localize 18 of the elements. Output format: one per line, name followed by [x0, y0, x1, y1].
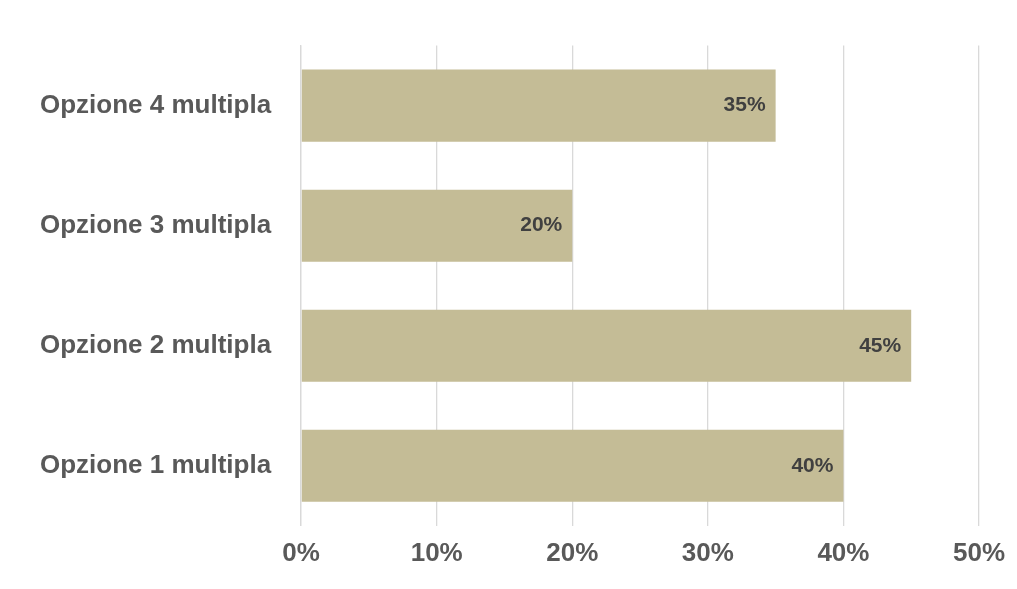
bar	[301, 189, 573, 262]
bar	[301, 429, 844, 502]
x-tick-label: 20%	[546, 536, 599, 567]
x-tick-label: 0%	[282, 536, 320, 567]
data-label: 20%	[520, 212, 563, 236]
x-tick-label: 40%	[817, 536, 870, 567]
x-tick-label: 10%	[410, 536, 463, 567]
y-tick-label: Opzione 3 multipla	[39, 208, 272, 239]
y-tick-label: Opzione 4 multipla	[39, 88, 272, 119]
data-label: 45%	[859, 332, 902, 356]
data-label: 35%	[723, 92, 766, 116]
bar	[301, 69, 776, 142]
bar	[301, 309, 912, 382]
x-tick-label: 30%	[681, 536, 734, 567]
y-tick-label: Opzione 2 multipla	[39, 328, 272, 359]
data-label: 40%	[791, 452, 834, 476]
x-tick-label: 50%	[952, 536, 1005, 567]
y-tick-label: Opzione 1 multipla	[39, 448, 272, 479]
